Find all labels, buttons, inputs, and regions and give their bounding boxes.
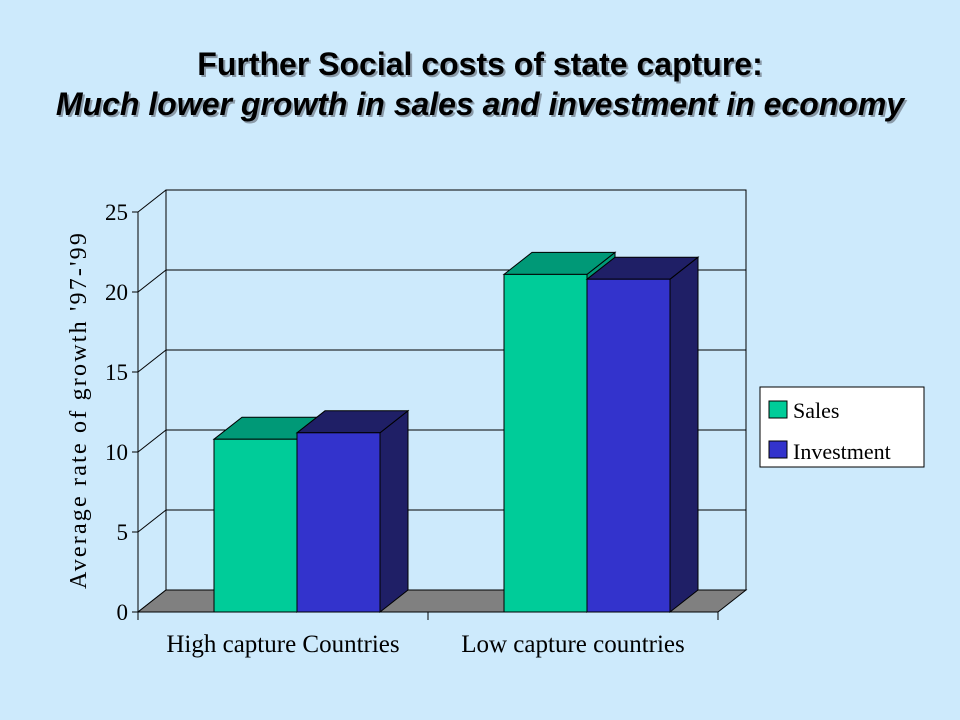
x-tick-label: Low capture countries xyxy=(461,631,685,658)
legend-swatch-sales xyxy=(768,400,788,419)
gridline-side xyxy=(137,509,167,533)
gridline-side xyxy=(137,349,167,373)
legend-label-investment: Investment xyxy=(793,439,891,464)
chart-bars xyxy=(212,251,700,614)
y-tick-label: 25 xyxy=(105,200,128,225)
bar-investment-0 xyxy=(295,409,410,614)
legend-swatch-investment xyxy=(768,440,788,459)
gridline-side xyxy=(137,429,167,453)
gridline-side xyxy=(137,189,167,213)
x-tick-label: High capture Countries xyxy=(166,631,399,658)
chart-axes: 0 5 10 15 20 25 High capture Countries Low capt… xyxy=(105,200,719,658)
y-tick-label: 5 xyxy=(117,520,129,545)
legend: Sales Investment xyxy=(759,386,925,468)
y-tick-label: 10 xyxy=(105,440,128,465)
slide-subtitle: Much lower growth in sales and investmen… xyxy=(55,86,905,122)
y-tick-label: 15 xyxy=(105,360,128,385)
slide-title-block: Further Social costs of state capture: M… xyxy=(0,44,960,124)
legend-label-sales: Sales xyxy=(793,398,839,423)
y-tick-label: 20 xyxy=(105,280,128,305)
gridline-side xyxy=(137,269,167,293)
slide-title: Further Social costs of state capture: xyxy=(197,46,763,82)
bar-investment-1 xyxy=(585,256,700,614)
y-axis-label: Average rate of growth '97-'99 xyxy=(66,231,92,589)
y-tick-label: 0 xyxy=(117,600,129,625)
